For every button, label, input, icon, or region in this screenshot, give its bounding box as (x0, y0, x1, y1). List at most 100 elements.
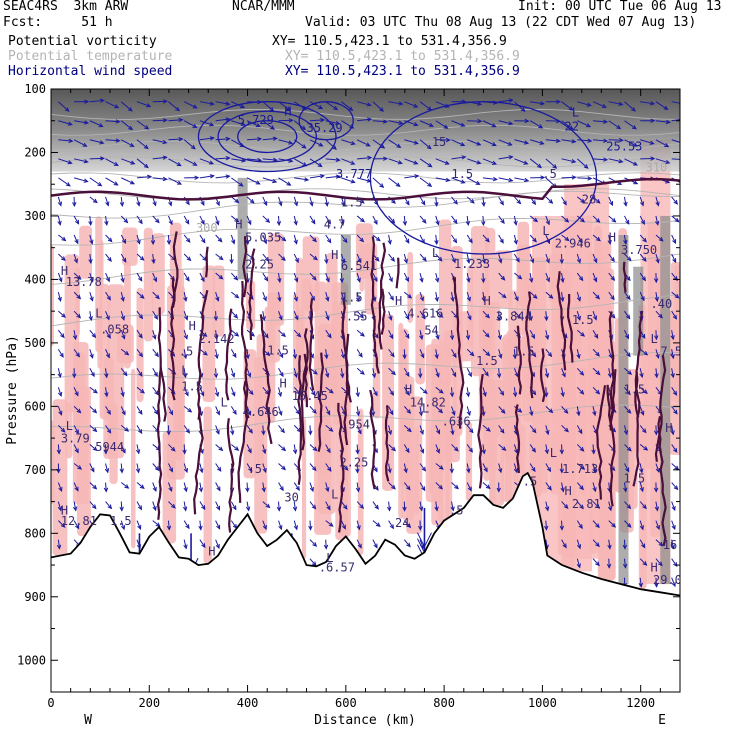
wind-vector (592, 444, 595, 454)
wind-vector (671, 482, 678, 490)
wind-vector-head (665, 159, 671, 165)
wind-vector-head (340, 373, 345, 379)
wind-vector-head (632, 142, 639, 147)
wind-vector-head (152, 201, 157, 207)
wind-vector-head (68, 138, 74, 144)
wind-vector (671, 118, 680, 122)
wind-vector-head (137, 524, 142, 530)
wind-vector-head (332, 145, 337, 150)
wind-vector (215, 368, 217, 378)
wind-vector-head (360, 332, 365, 337)
wind-vector-head (653, 487, 659, 493)
wind-vector-head (106, 333, 111, 339)
wind-vector-head (257, 136, 263, 142)
wind-vector (450, 387, 453, 397)
wind-vector-head (576, 354, 581, 360)
wind-vector (167, 520, 170, 530)
wind-vector (529, 311, 532, 321)
wind-vector-head (255, 180, 261, 185)
wind-vector (105, 482, 107, 492)
wind-vector-head (241, 158, 247, 163)
wind-vector-head (498, 468, 503, 474)
wind-vector (608, 120, 621, 130)
wind-vector (545, 330, 549, 340)
wind-vector-head (374, 256, 380, 262)
wind-vector-head (596, 236, 601, 242)
wind-vector (435, 272, 439, 282)
wind-vector (136, 234, 141, 244)
wind-vector-head (419, 296, 424, 302)
wind-vector-head (60, 333, 65, 339)
wind-vector (482, 273, 485, 283)
wind-vector-head (342, 504, 348, 510)
wind-vector-head (183, 315, 189, 321)
wind-vector (671, 501, 676, 511)
wind-vector (561, 139, 576, 143)
wind-vector (73, 272, 82, 280)
wind-vector-head (325, 277, 330, 283)
wind-vector (356, 139, 370, 147)
wind-vector-head (653, 430, 659, 436)
wind-vector (199, 387, 204, 396)
wind-vector-head (325, 315, 330, 321)
pv-contour-line (380, 288, 386, 335)
wind-vector-head (216, 486, 221, 492)
wind-vector (309, 215, 316, 224)
wind-vector-head (639, 525, 644, 531)
wind-vector (136, 425, 143, 434)
wind-vector-head (507, 141, 513, 146)
pv-contour-line (369, 389, 376, 490)
wind-vector-head (517, 408, 523, 413)
wind-vector (624, 444, 632, 452)
wind-vector (435, 501, 438, 511)
wind-vector-head (405, 315, 410, 321)
wind-vector-head (98, 123, 104, 128)
wind-vector-head (609, 201, 614, 207)
wind-vector-head (348, 106, 354, 112)
wind-vector-head (312, 370, 318, 375)
wind-vector-head (326, 505, 331, 511)
pv-contour-line (193, 407, 204, 515)
wind-vector (105, 329, 111, 339)
wind-vector (278, 139, 293, 144)
wind-vector (545, 520, 547, 530)
wind-vector (136, 368, 143, 377)
field-xy-theta: XY= 110.5,423.1 to 531.4,356.9 (285, 49, 520, 64)
wind-vector-head (91, 504, 97, 510)
wind-vector (215, 330, 218, 340)
wind-vector (671, 253, 677, 263)
wind-vector-head (460, 122, 466, 127)
wind-vector-head (152, 486, 157, 493)
wind-vector (514, 177, 529, 182)
wind-vector-head (272, 178, 278, 184)
pv-contour-label: 16.8 (663, 538, 692, 552)
wind-vector (435, 234, 438, 244)
pv-contour-line (595, 385, 607, 500)
wind-vector (136, 444, 140, 454)
wind-vector (309, 463, 317, 471)
theta-contour-line (51, 253, 680, 285)
wind-vector (639, 386, 648, 394)
wind-vector (639, 520, 644, 530)
wind-vector (136, 101, 151, 107)
wind-vector-head (155, 522, 161, 527)
wind-vector-head (168, 486, 173, 493)
pv-contour-label: H (483, 294, 490, 308)
wind-vector-head (234, 293, 240, 299)
wind-vector-head (76, 275, 82, 280)
wind-vector-head (272, 157, 278, 162)
wind-vector-head (603, 119, 609, 124)
wind-vector (215, 387, 219, 397)
wind-vector-head (544, 449, 550, 455)
wind-vector-head (641, 333, 646, 339)
y-axis-title: Pressure (hPa) (5, 335, 20, 445)
wind-vector (121, 158, 135, 165)
wind-vector (671, 463, 679, 470)
wind-vector-head (466, 258, 471, 264)
wind-vector-head (183, 334, 188, 340)
wind-vector-head (594, 333, 599, 339)
wind-vector-head (225, 101, 231, 106)
wind-vector (466, 406, 471, 416)
wind-vector-head (421, 200, 426, 206)
